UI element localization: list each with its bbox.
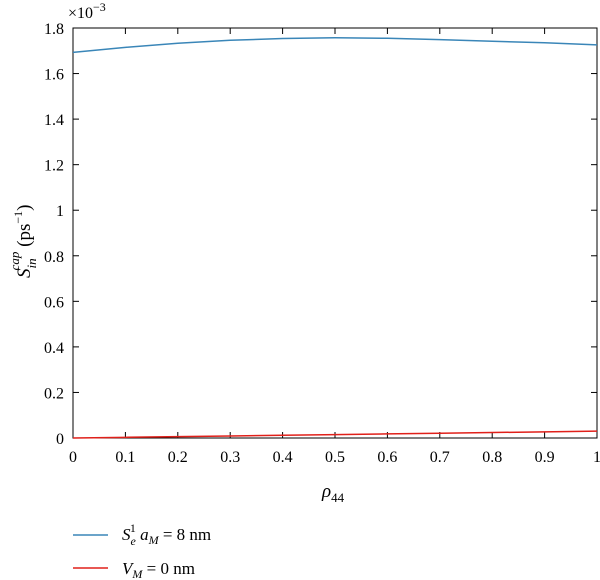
x-tick-label: 0.4 bbox=[273, 449, 293, 466]
legend-label-1: Se1 aM = 8 nm bbox=[122, 521, 211, 548]
y-tick-label: 0.8 bbox=[44, 249, 64, 266]
x-tick-label: 0.3 bbox=[220, 449, 240, 466]
y-tick-label: 0 bbox=[56, 431, 64, 448]
series-layer bbox=[72, 37, 598, 439]
y-tick-label: 0.4 bbox=[44, 340, 64, 357]
x-axis-title: ρ44 bbox=[321, 481, 345, 505]
y-tick-label: 1.8 bbox=[44, 21, 64, 38]
x-tick-label: 0.8 bbox=[482, 449, 502, 466]
y-tick-label: 0.6 bbox=[44, 294, 64, 311]
x-tick-label: 1 bbox=[593, 449, 600, 466]
y-tick-label: 0.2 bbox=[44, 385, 64, 402]
x-tick-label: 0.7 bbox=[430, 449, 450, 466]
x-tick-label: 0.1 bbox=[115, 449, 135, 466]
plot-frame bbox=[72, 27, 598, 439]
y-axis-multiplier: ×10−3 bbox=[68, 0, 106, 22]
x-axis-ticks: 0 0.1 0.2 0.3 0.4 0.5 0.6 0.7 0.8 0.9 1 bbox=[69, 28, 600, 466]
legend: Se1 aM = 8 nm VM = 0 nm bbox=[73, 521, 211, 580]
x-tick-label: 0.5 bbox=[325, 449, 345, 466]
y-axis-ticks: 0 0.2 0.4 0.6 0.8 1 1.2 1.4 1.6 1.8 bbox=[44, 21, 597, 448]
plot-area-border bbox=[72, 27, 598, 439]
y-tick-label: 1 bbox=[56, 203, 64, 220]
y-tick-label: 1.2 bbox=[44, 158, 64, 175]
y-tick-label: 1.4 bbox=[44, 112, 64, 129]
legend-label-2: VM = 0 nm bbox=[122, 559, 195, 580]
x-tick-label: 0.2 bbox=[168, 449, 188, 466]
y-axis-title: Sincap (ps−1) bbox=[7, 205, 39, 279]
x-tick-label: 0.9 bbox=[535, 449, 555, 466]
x-tick-label: 0 bbox=[69, 449, 77, 466]
x-tick-label: 0.6 bbox=[377, 449, 397, 466]
series-line-2 bbox=[72, 430, 598, 439]
y-tick-label: 1.6 bbox=[44, 67, 64, 84]
series-line-1 bbox=[72, 37, 598, 54]
